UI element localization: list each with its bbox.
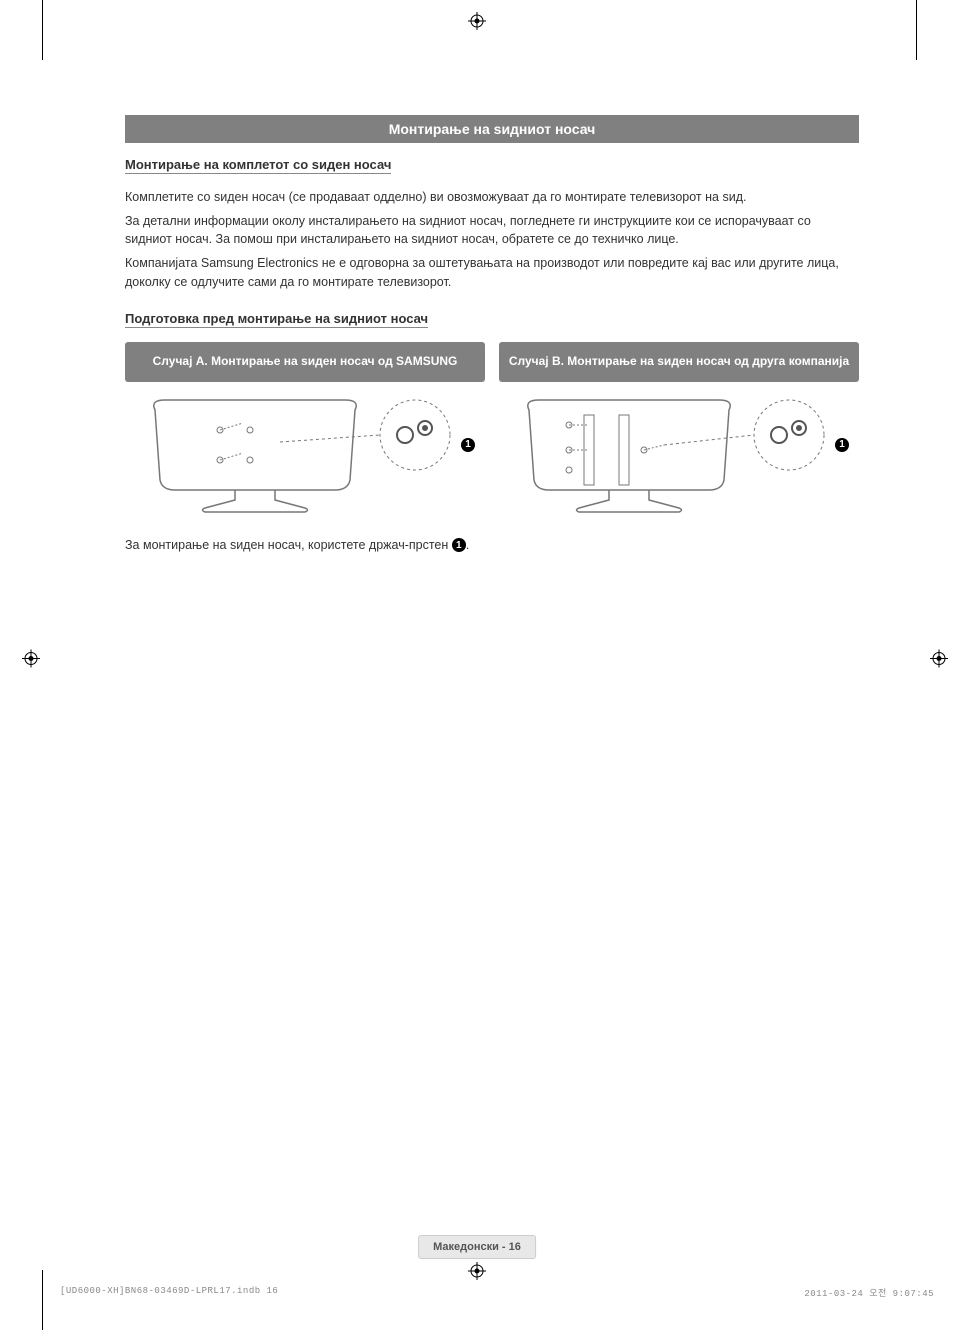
- ring-instruction-pre: За монтирање на ѕиден носач, користете д…: [125, 538, 452, 552]
- crop-mark: [42, 0, 43, 60]
- case-b-header: Случај B. Монтирање на ѕиден носач од др…: [499, 342, 859, 382]
- page: Монтирање на ѕидниот носач Монтирање на …: [0, 0, 954, 1321]
- crop-mark: [916, 0, 917, 60]
- page-footer-badge: Македонски - 16: [418, 1235, 536, 1259]
- content-area: Монтирање на ѕидниот носач Монтирање на …: [125, 115, 859, 1201]
- subheading-prep: Подготовка пред монтирање на ѕидниот нос…: [125, 311, 428, 328]
- subheading-kit: Монтирање на комплетот со ѕиден носач: [125, 157, 391, 174]
- registration-mark-icon: [468, 1262, 486, 1285]
- paragraph: Комплетите со ѕиден носач (се продаваат …: [125, 188, 859, 206]
- inline-badge-1-icon: 1: [452, 538, 466, 552]
- crop-mark: [42, 1270, 43, 1330]
- registration-mark-icon: [930, 649, 948, 672]
- case-a-diagram: 1: [125, 390, 485, 520]
- print-footer-right: 2011-03-24 오전 9:07:45: [804, 1286, 934, 1299]
- registration-mark-icon: [22, 649, 40, 672]
- case-a-header: Случај A. Монтирање на ѕиден носач од SA…: [125, 342, 485, 382]
- callout-badge-1-icon: 1: [835, 438, 849, 452]
- registration-mark-icon: [468, 12, 486, 35]
- case-row: Случај A. Монтирање на ѕиден носач од SA…: [125, 342, 859, 520]
- print-footer: [UD6000-XH]BN68-03469D-LPRL17.indb 16 20…: [60, 1286, 934, 1299]
- section-banner: Монтирање на ѕидниот носач: [125, 115, 859, 143]
- case-b-column: Случај B. Монтирање на ѕиден носач од др…: [499, 342, 859, 520]
- callout-badge-1-icon: 1: [461, 438, 475, 452]
- case-a-column: Случај A. Монтирање на ѕиден носач од SA…: [125, 342, 485, 520]
- print-footer-left: [UD6000-XH]BN68-03469D-LPRL17.indb 16: [60, 1286, 278, 1299]
- paragraph: За детални информации околу инсталирањет…: [125, 212, 859, 248]
- ring-instruction: За монтирање на ѕиден носач, користете д…: [125, 538, 859, 553]
- case-b-diagram: 1: [499, 390, 859, 520]
- ring-instruction-post: .: [466, 538, 469, 552]
- paragraph: Компанијата Samsung Electronics не е одг…: [125, 254, 859, 290]
